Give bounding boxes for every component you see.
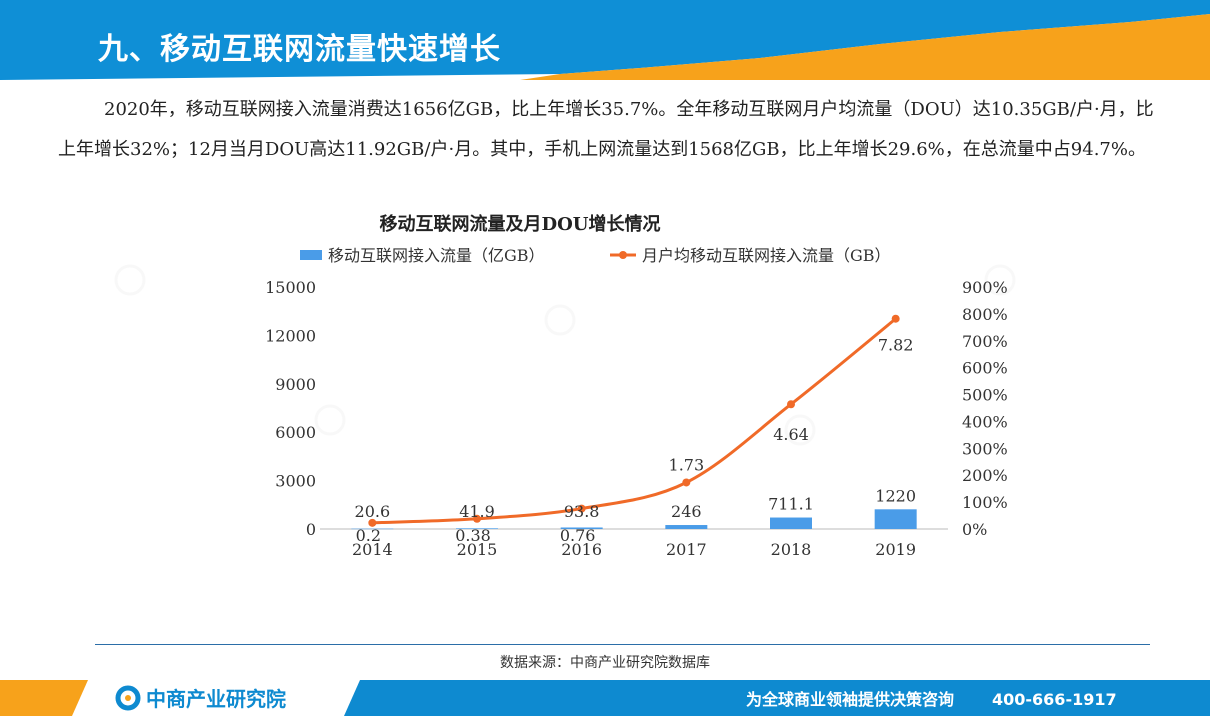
data-labels: 20.6 41.9 93.8 246 711.1 1220 0.2 0.38 0.76 1.73 4… [355, 336, 917, 545]
bar-value-label: 1220 [875, 486, 916, 505]
line-value-label: 1.73 [669, 455, 705, 474]
left-axis-tick-label: 3000 [275, 472, 316, 491]
bar-value-label: 20.6 [355, 502, 391, 521]
line-path [372, 317, 897, 525]
watermark-layer [114, 264, 1016, 446]
left-axis-tick-label: 0 [306, 520, 316, 539]
legend-bar-label: 移动互联网接入流量（亿GB） [328, 246, 545, 265]
legend-line-label: 月户均移动互联网接入流量（GB） [642, 246, 891, 265]
combo-chart: 移动互联网流量及月DOU增长情况 移动互联网接入流量（亿GB） 月户均移动互联网接… [114, 213, 1016, 559]
footer-brand: 中商产业研究院 [146, 687, 286, 711]
bar [770, 517, 812, 529]
x-axis-tick-label: 2016 [561, 540, 602, 559]
line-value-label: 4.64 [773, 425, 809, 444]
left-axis-tick-label: 15000 [265, 278, 316, 297]
x-axis-tick-label: 2014 [352, 540, 393, 559]
line-value-label: 0.38 [455, 526, 491, 545]
chart-axes: 0 3000 6000 9000 12000 15000 0% 100% 200% 300% 400… [265, 278, 1008, 559]
right-axis-tick-label: 600% [962, 359, 1008, 378]
x-axis-tick-label: 2019 [875, 540, 916, 559]
line-point [577, 504, 586, 513]
bar-value-label: 41.9 [459, 502, 495, 521]
left-axis-tick-label: 6000 [275, 423, 316, 442]
chart-legend: 移动互联网接入流量（亿GB） 月户均移动互联网接入流量（GB） [300, 246, 891, 265]
line-value-label: 0.76 [560, 526, 596, 545]
line-point [891, 314, 900, 323]
footer-slogan: 为全球商业领袖提供决策咨询 [746, 690, 954, 709]
bar [560, 527, 603, 529]
legend-bar-swatch [300, 250, 322, 260]
right-axis-tick-label: 800% [962, 305, 1008, 324]
source-text: 数据来源：中商产业研究院数据库 [500, 655, 710, 671]
header-bar: 九、移动互联网流量快速增长 [0, 0, 1210, 80]
page-title: 九、移动互联网流量快速增长 [98, 32, 501, 67]
line-point [682, 478, 691, 487]
right-axis-tick-label: 100% [962, 493, 1008, 512]
line-series [368, 314, 900, 527]
line-value-label: 0.2 [356, 526, 381, 545]
right-axis-tick-label: 500% [962, 386, 1008, 405]
right-axis-tick-label: 400% [962, 412, 1008, 431]
right-axis-tick-label: 900% [962, 278, 1008, 297]
left-axis-tick-label: 9000 [275, 375, 316, 394]
bar-value-label: 711.1 [768, 495, 814, 514]
left-axis-tick-label: 12000 [265, 326, 316, 345]
bar [874, 509, 917, 529]
line-point [368, 518, 377, 527]
intro-text: 2020年，移动互联网接入流量消费达1656亿GB，比上年增长35.7%。全年移… [58, 99, 1154, 160]
right-axis-tick-label: 300% [962, 439, 1008, 458]
x-axis-tick-label: 2015 [457, 540, 498, 559]
right-axis-tick-label: 0% [962, 520, 987, 539]
right-axis-tick-label: 700% [962, 332, 1008, 351]
line-value-label: 7.82 [878, 336, 914, 355]
footer-bar: 中商产业研究院 为全球商业领袖提供决策咨询 400-666-1917 [0, 680, 1210, 716]
source-divider [95, 644, 1150, 645]
line-point [473, 514, 481, 523]
intro-paragraph: 2020年，移动互联网接入流量消费达1656亿GB，比上年增长35.7%。全年移… [58, 90, 1158, 170]
bar [456, 528, 498, 529]
x-axis-tick-label: 2018 [771, 540, 812, 559]
bar-value-label: 93.8 [564, 502, 600, 521]
bar-series [351, 509, 917, 530]
chart-title: 移动互联网流量及月DOU增长情况 [380, 213, 661, 235]
brand-logo-icon [115, 685, 141, 711]
bar [665, 525, 708, 529]
footer-phone: 400-666-1917 [992, 690, 1117, 709]
legend-line-marker [619, 251, 627, 259]
header-background [0, 0, 1210, 80]
bar-value-label: 246 [671, 502, 702, 521]
chart-container: 移动互联网流量及月DOU增长情况 移动互联网接入流量（亿GB） 月户均移动互联网接… [0, 200, 1210, 580]
x-axis-tick-label: 2017 [666, 540, 707, 559]
line-point [787, 400, 795, 409]
footer-background: 中商产业研究院 为全球商业领袖提供决策咨询 400-666-1917 [0, 680, 1210, 716]
right-axis-tick-label: 200% [962, 466, 1008, 485]
bar [351, 528, 394, 530]
